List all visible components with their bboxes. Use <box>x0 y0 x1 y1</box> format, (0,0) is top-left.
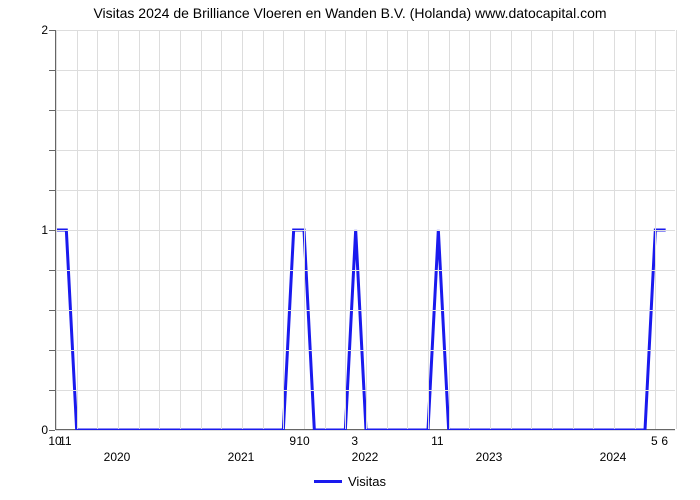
grid-horizontal <box>56 230 675 231</box>
y-tick-label: 1 <box>8 223 48 237</box>
y-tick-mark <box>49 110 55 111</box>
x-point-label: 11 <box>59 434 71 448</box>
y-tick-mark <box>49 190 55 191</box>
x-point-label: 9 <box>289 434 296 448</box>
grid-horizontal <box>56 350 675 351</box>
legend-item-visitas: Visitas <box>314 474 386 489</box>
plot-area <box>55 30 675 430</box>
chart-container: Visitas 2024 de Brilliance Vloeren en Wa… <box>0 0 700 500</box>
x-year-label: 2024 <box>600 450 627 464</box>
x-point-label: 6 <box>661 434 668 448</box>
y-tick-mark <box>49 270 55 271</box>
legend-label: Visitas <box>348 474 386 489</box>
x-year-label: 2022 <box>352 450 379 464</box>
y-tick-mark <box>49 150 55 151</box>
grid-horizontal <box>56 190 675 191</box>
x-point-label: 10 <box>296 434 309 448</box>
grid-horizontal <box>56 430 675 431</box>
legend: Visitas <box>0 470 700 489</box>
legend-swatch <box>314 480 342 483</box>
y-tick-mark <box>49 30 55 31</box>
grid-horizontal <box>56 150 675 151</box>
y-tick-mark <box>49 430 55 431</box>
x-year-label: 2020 <box>104 450 131 464</box>
y-tick-label: 0 <box>8 423 48 437</box>
y-tick-mark <box>49 390 55 391</box>
x-year-label: 2023 <box>476 450 503 464</box>
y-tick-mark <box>49 310 55 311</box>
series-line <box>56 230 666 430</box>
x-year-label: 2021 <box>228 450 255 464</box>
y-tick-mark <box>49 350 55 351</box>
grid-vertical <box>676 30 677 429</box>
grid-horizontal <box>56 390 675 391</box>
grid-horizontal <box>56 70 675 71</box>
x-point-label: 11 <box>431 434 443 448</box>
x-point-label: 5 <box>651 434 658 448</box>
y-tick-mark <box>49 70 55 71</box>
grid-horizontal <box>56 310 675 311</box>
grid-horizontal <box>56 270 675 271</box>
grid-horizontal <box>56 110 675 111</box>
x-point-label: 3 <box>351 434 358 448</box>
y-tick-mark <box>49 230 55 231</box>
grid-horizontal <box>56 30 675 31</box>
y-tick-label: 2 <box>8 23 48 37</box>
chart-title: Visitas 2024 de Brilliance Vloeren en Wa… <box>0 5 700 21</box>
